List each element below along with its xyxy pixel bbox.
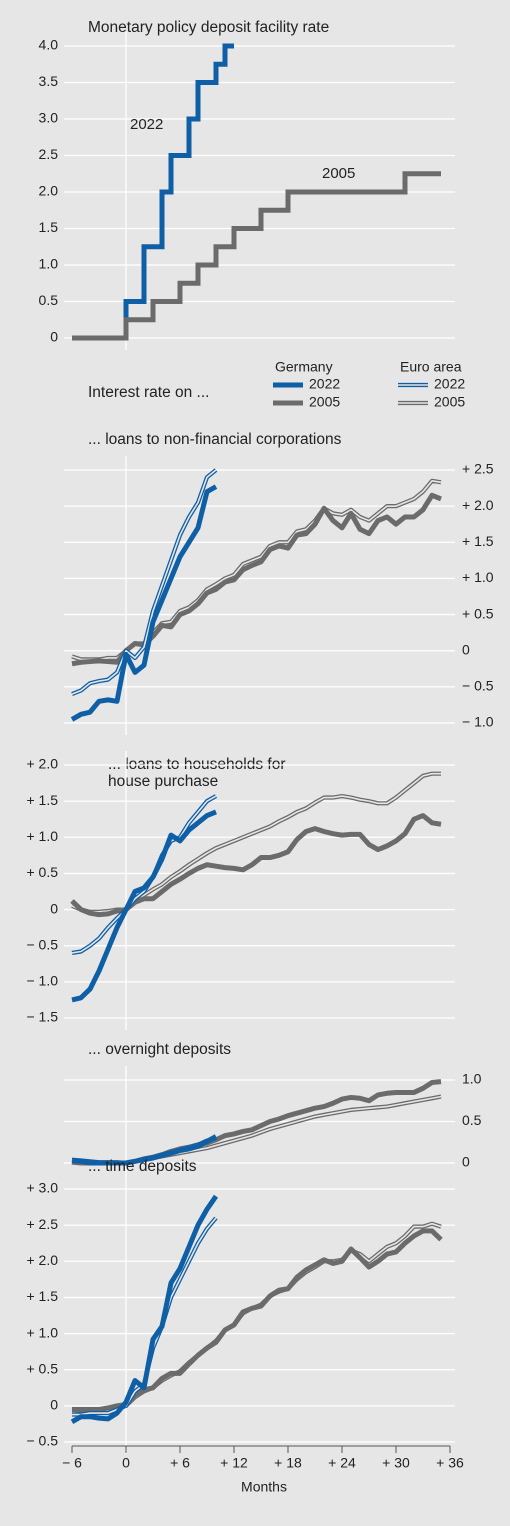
x-tick-label: + 30 xyxy=(382,1455,410,1471)
y-tick-label: + 1.5 xyxy=(462,533,494,549)
y-tick-label: + 2.0 xyxy=(26,756,58,772)
y-tick-label: + 3.0 xyxy=(26,1180,58,1196)
y-tick-label: 0 xyxy=(50,329,58,345)
y-tick-label: 0 xyxy=(50,1397,58,1413)
y-tick-label: 2.5 xyxy=(39,146,59,162)
line xyxy=(71,1134,218,1166)
x-tick-label: + 24 xyxy=(328,1455,356,1471)
line xyxy=(71,809,217,1003)
y-tick-label: − 1.5 xyxy=(26,1009,58,1025)
legend-label: 2005 xyxy=(309,394,340,410)
line xyxy=(70,1194,219,1424)
y-tick-label: 2.0 xyxy=(39,183,59,199)
legend-label: 2022 xyxy=(309,376,340,392)
y-tick-label: + 0.5 xyxy=(26,1360,58,1376)
line-inner xyxy=(71,469,217,695)
line-inner xyxy=(71,480,442,661)
y-tick-label: − 0.5 xyxy=(26,936,58,952)
x-tick-label: + 36 xyxy=(436,1455,464,1471)
y-tick-label: + 1.0 xyxy=(26,1324,58,1340)
y-tick-label: + 2.0 xyxy=(26,1252,58,1268)
y-tick-label: + 1.0 xyxy=(462,569,494,585)
y-tick-label: + 1.5 xyxy=(26,1288,58,1304)
y-tick-label: + 2.5 xyxy=(462,461,494,477)
legend-title: Interest rate on ... xyxy=(88,384,209,401)
line xyxy=(71,771,441,914)
chart-title: house purchase xyxy=(108,773,218,790)
y-tick-label: 1.0 xyxy=(462,1071,482,1087)
y-tick-label: + 2.5 xyxy=(26,1216,58,1232)
line-inner xyxy=(71,1222,442,1413)
chart-title: ... time deposits xyxy=(88,1158,197,1175)
series-label: 2005 xyxy=(322,165,355,182)
legend-label: 2022 xyxy=(434,376,465,392)
line xyxy=(71,1221,442,1414)
line xyxy=(72,171,441,341)
line-inner xyxy=(71,772,441,913)
y-tick-label: + 1.0 xyxy=(26,828,58,844)
y-tick-label: + 0.5 xyxy=(26,864,58,880)
x-tick-label: + 12 xyxy=(220,1455,248,1471)
y-tick-label: − 1.0 xyxy=(462,714,494,730)
x-tick-label: − 6 xyxy=(62,1455,82,1471)
line xyxy=(72,43,234,341)
x-axis-label: Months xyxy=(241,1479,287,1495)
y-tick-label: 4.0 xyxy=(39,37,59,53)
y-tick-label: + 0.5 xyxy=(462,605,494,621)
y-tick-label: 0.5 xyxy=(462,1112,482,1128)
y-tick-label: 3.0 xyxy=(39,110,59,126)
chart-title: ... overnight deposits xyxy=(88,1041,231,1058)
line xyxy=(71,794,218,956)
chart-title: ... loans to non-financial corporations xyxy=(88,431,342,448)
series-label: 2022 xyxy=(130,116,163,133)
y-tick-label: + 2.0 xyxy=(462,497,494,513)
x-tick-label: + 18 xyxy=(274,1455,302,1471)
line xyxy=(71,492,442,667)
y-tick-label: + 1.5 xyxy=(26,792,58,808)
y-tick-label: 1.5 xyxy=(39,219,59,235)
legend-label: 2005 xyxy=(434,394,465,410)
y-tick-label: 0 xyxy=(462,1154,470,1170)
line xyxy=(71,1079,442,1166)
line xyxy=(72,1228,443,1412)
x-tick-label: 0 xyxy=(122,1455,130,1471)
line-inner xyxy=(71,795,217,954)
y-tick-label: 0.5 xyxy=(39,292,59,308)
x-tick-label: + 6 xyxy=(170,1455,190,1471)
y-tick-label: 3.5 xyxy=(39,73,59,89)
y-tick-label: 1.0 xyxy=(39,256,59,272)
line xyxy=(70,484,218,722)
y-tick-label: − 0.5 xyxy=(462,678,494,694)
y-tick-label: 0 xyxy=(50,900,58,916)
legend-group: Euro area xyxy=(400,359,462,375)
y-tick-label: 0 xyxy=(462,641,470,657)
y-tick-label: − 1.0 xyxy=(26,973,58,989)
chart-title: Monetary policy deposit facility rate xyxy=(88,19,329,36)
legend-group: Germany xyxy=(275,359,333,375)
y-tick-label: − 0.5 xyxy=(26,1433,58,1449)
